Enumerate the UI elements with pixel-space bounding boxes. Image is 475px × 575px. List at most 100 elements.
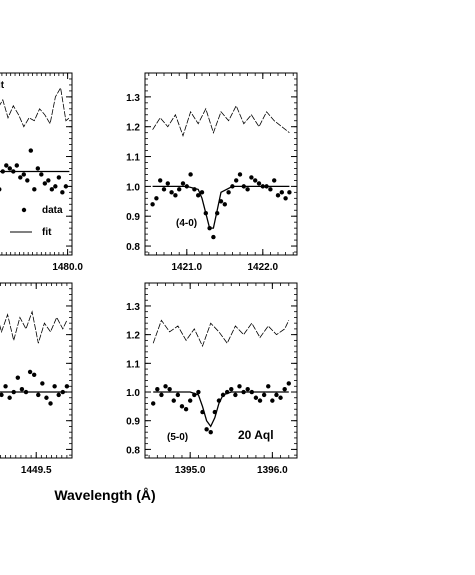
y-tick-label: 1.2 <box>126 123 140 134</box>
y-tick-label: 0.9 <box>126 212 140 223</box>
data-point <box>48 401 53 406</box>
y-tick-label: 1.3 <box>126 302 140 313</box>
data-point <box>179 404 185 409</box>
data-point <box>31 372 37 378</box>
data-point <box>222 202 227 207</box>
data-point <box>256 181 262 186</box>
data-point <box>237 384 242 389</box>
spectrum-line <box>0 86 70 128</box>
data-point <box>14 163 19 168</box>
data-point <box>18 175 23 180</box>
data-point <box>261 392 267 398</box>
data-point <box>196 389 201 395</box>
data-point <box>211 234 216 240</box>
data-point <box>25 178 30 183</box>
data-point <box>249 175 254 180</box>
data-point <box>32 187 37 192</box>
plot-area <box>150 104 292 240</box>
panel-annotation: 20 Aql <box>238 428 274 442</box>
spectrum-line <box>0 310 68 344</box>
data-point <box>15 375 21 380</box>
data-point <box>154 196 159 201</box>
panel-top-left: 1480.0 data fit it <box>0 72 83 273</box>
data-point <box>274 392 279 398</box>
plot-area <box>0 86 70 195</box>
data-point <box>187 398 193 403</box>
data-point <box>53 184 58 189</box>
data-point <box>52 384 57 389</box>
data-point <box>287 190 292 195</box>
data-point <box>159 392 164 398</box>
y-tick-label: 1.3 <box>126 93 140 104</box>
data-point <box>3 384 8 389</box>
panels: 1480.0datafitit1421.01422.00.80.91.01.11… <box>0 72 298 476</box>
data-point <box>229 386 234 392</box>
panel-annotation: (5-0) <box>167 432 188 443</box>
plot-frame <box>0 282 73 459</box>
legend-data-marker <box>21 207 27 213</box>
data-point <box>199 190 205 195</box>
fit-line <box>153 391 289 428</box>
fit-line <box>152 185 290 229</box>
data-point <box>169 190 174 195</box>
x-tick-label: 1396.0 <box>257 465 288 476</box>
data-point <box>4 163 9 168</box>
data-point <box>36 392 41 398</box>
data-point <box>237 172 243 177</box>
data-point <box>279 190 284 195</box>
data-point <box>155 386 160 392</box>
data-point <box>173 193 178 198</box>
panel-annotation: fit <box>42 227 52 238</box>
y-tick-label: 1.0 <box>126 182 140 193</box>
data-point <box>253 178 258 183</box>
y-tick-label: 0.9 <box>126 417 140 428</box>
y-tick-label: 0.8 <box>126 445 140 456</box>
data-point <box>278 395 283 400</box>
data-point <box>188 172 193 177</box>
y-tick-label: 1.1 <box>126 359 140 370</box>
fit-line <box>0 391 67 393</box>
data-point <box>266 384 271 389</box>
data-point <box>151 401 156 406</box>
data-point <box>286 381 291 386</box>
data-point <box>0 187 2 192</box>
plot-frame <box>144 72 298 256</box>
data-point <box>39 172 44 177</box>
y-tick-label: 1.2 <box>126 331 140 342</box>
x-axis-title: Wavelength (Å) <box>54 487 155 503</box>
data-point <box>56 175 62 180</box>
data-point <box>27 369 33 375</box>
data-point <box>245 187 250 192</box>
data-point <box>183 407 189 412</box>
panel-bottom-right: 1395.0 1396.0 0.8 0.9 1.0 1.1 1.2 1.3 (5-0) 20 Aq… <box>126 282 298 476</box>
panel-top-right: 1421.0 1422.0 0.8 0.9 1.0 1.1 1.2 1.3 (4-0) <box>126 72 298 273</box>
x-tick-label: 1422.0 <box>248 262 279 273</box>
x-tick-label: 1449.5 <box>21 465 52 476</box>
data-point <box>253 395 259 400</box>
y-tick-label: 1.1 <box>126 153 140 164</box>
data-point <box>40 381 45 386</box>
data-point <box>158 178 163 183</box>
data-point <box>233 392 238 398</box>
panel-annotation: data <box>42 205 63 216</box>
data-point <box>0 392 4 398</box>
data-point <box>171 398 176 403</box>
data-point <box>35 166 41 171</box>
data-point <box>64 384 70 389</box>
data-point <box>268 187 273 192</box>
plot-frame <box>144 282 298 459</box>
data-point <box>180 181 186 186</box>
data-point <box>234 178 239 183</box>
data-point <box>150 202 155 207</box>
plot-area <box>151 319 291 435</box>
data-point <box>165 181 170 186</box>
data-point <box>196 193 201 198</box>
data-point <box>257 398 263 403</box>
data-point <box>46 178 51 183</box>
panel-annotation: (4-0) <box>176 218 197 229</box>
plot-area <box>0 310 70 406</box>
data-point <box>44 395 49 400</box>
data-point <box>28 148 34 153</box>
